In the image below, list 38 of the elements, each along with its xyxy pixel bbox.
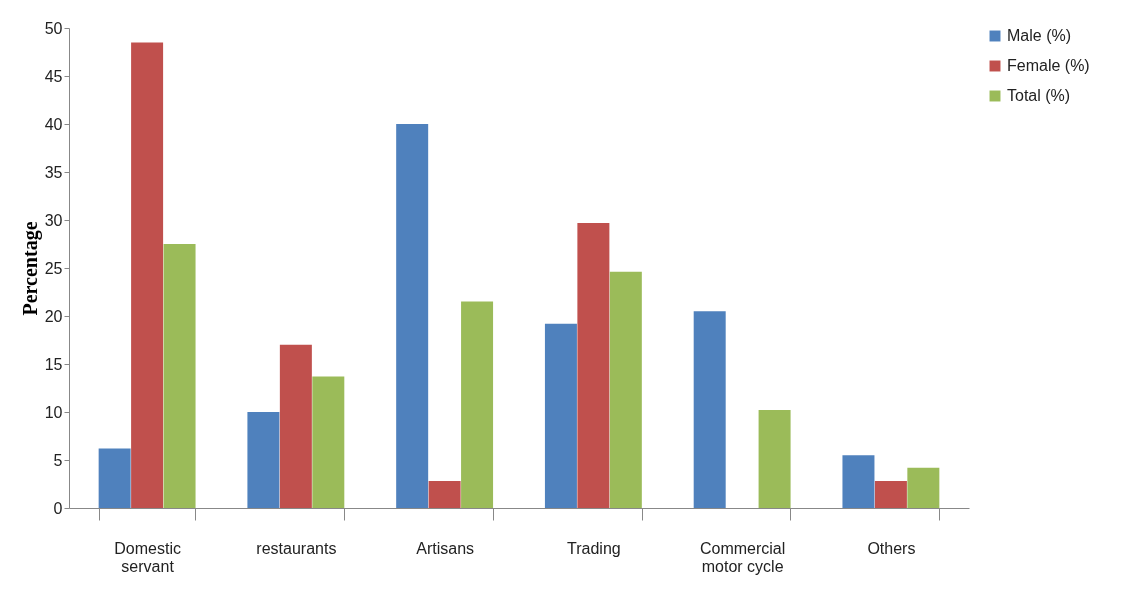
y-tick-label: 20 xyxy=(44,307,63,325)
y-tick-label: 0 xyxy=(53,499,63,517)
bar xyxy=(98,448,131,508)
x-tick-label: Others xyxy=(867,539,916,557)
x-tick-label: restaurants xyxy=(256,539,337,557)
bar xyxy=(428,481,461,508)
bar xyxy=(312,376,345,508)
bar xyxy=(758,410,791,508)
y-tick-label: 10 xyxy=(44,403,63,421)
bar xyxy=(247,412,280,508)
bar xyxy=(396,124,429,508)
y-tick-label: 25 xyxy=(44,259,63,277)
y-tick-label: 35 xyxy=(44,163,63,181)
bar xyxy=(279,344,312,508)
legend-label: Male (%) xyxy=(1007,27,1072,44)
bar xyxy=(577,222,610,508)
y-tick-label: 5 xyxy=(53,451,63,469)
bar xyxy=(163,244,196,508)
legend-label: Total (%) xyxy=(1007,87,1071,104)
y-tick-label: 40 xyxy=(44,115,63,133)
legend-label: Female (%) xyxy=(1007,57,1090,74)
y-tick-label: 50 xyxy=(44,19,63,37)
y-axis-title: Percentage xyxy=(18,221,42,316)
x-tick-label: Domestic servant xyxy=(114,539,181,575)
bar xyxy=(609,271,642,508)
x-tick-label: Trading xyxy=(567,539,621,557)
y-tick-label: 30 xyxy=(44,211,63,229)
bar xyxy=(874,481,907,508)
bar xyxy=(907,467,940,508)
bar xyxy=(842,455,875,508)
y-tick-label: 45 xyxy=(44,67,63,85)
x-tick-label: Artisans xyxy=(416,539,475,557)
bar xyxy=(461,301,494,508)
bar xyxy=(693,311,726,508)
y-tick-label: 15 xyxy=(44,355,63,373)
bar xyxy=(131,42,164,508)
bar xyxy=(544,323,577,508)
x-tick-label: Commercial motor cycle xyxy=(699,539,786,575)
